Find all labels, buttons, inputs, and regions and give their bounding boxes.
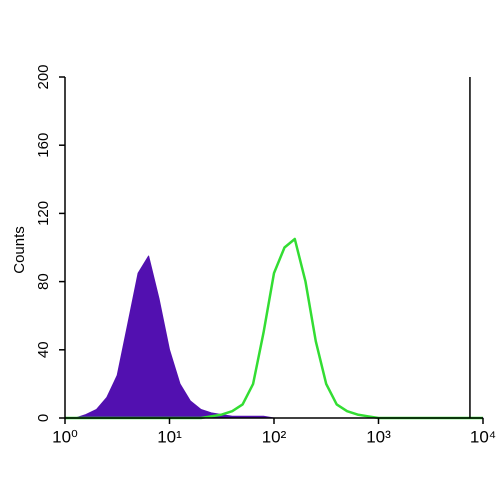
x-tick-label: 10³: [366, 427, 391, 446]
y-tick-label: 160: [35, 133, 52, 158]
y-tick-label: 80: [35, 273, 52, 290]
y-tick-label: 0: [35, 414, 52, 422]
y-tick-label: 120: [35, 201, 52, 226]
x-tick-label: 10¹: [157, 427, 182, 446]
y-tick-label: 40: [35, 341, 52, 358]
x-tick-label: 10²: [262, 427, 287, 446]
y-axis-label: Counts: [11, 226, 28, 274]
x-tick-label: 10⁴: [470, 427, 496, 446]
y-tick-label: 200: [35, 64, 52, 89]
x-tick-label: 10⁰: [52, 427, 78, 446]
